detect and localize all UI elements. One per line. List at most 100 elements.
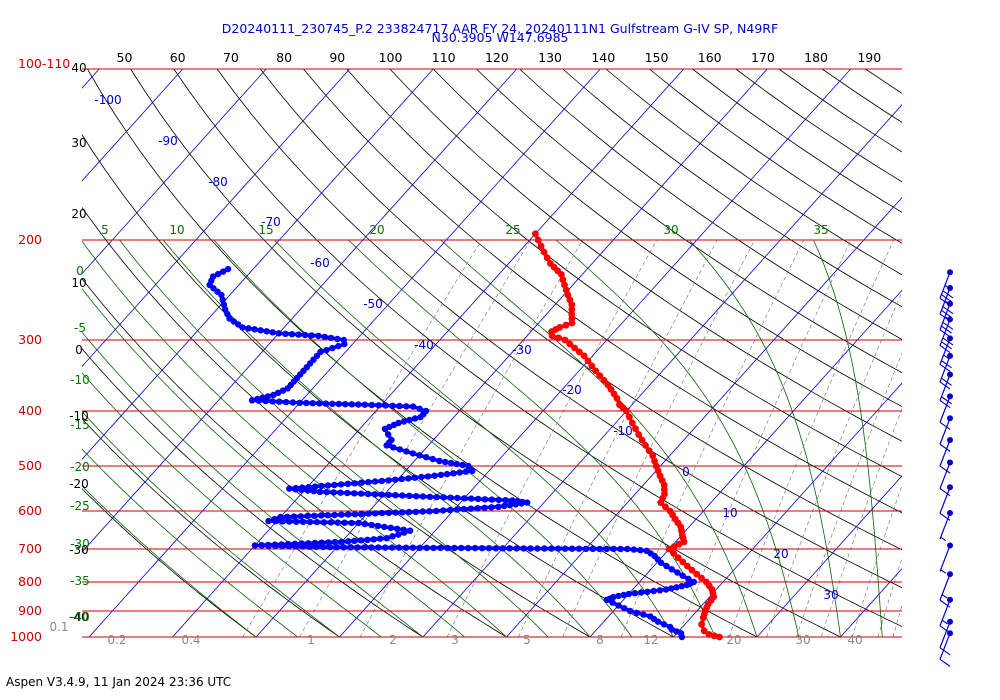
dewpoint-point	[361, 520, 369, 528]
dewpoint-point	[467, 505, 474, 512]
top-axis-label: 100	[379, 50, 403, 65]
dewpoint-point	[299, 518, 307, 525]
pressure-label: 300	[18, 332, 42, 347]
dry-adiabat-line	[130, 68, 841, 638]
dewpoint-point	[306, 518, 314, 526]
moist-adiabat-line	[555, 239, 800, 638]
dewpoint-series	[206, 265, 697, 641]
mixing-ratio-label: 1	[307, 633, 315, 647]
dewpoint-point	[422, 407, 430, 415]
dewpoint-point	[555, 545, 562, 552]
dewpoint-point	[481, 496, 489, 503]
pressure-label: 500	[18, 458, 42, 473]
temperature-point	[679, 558, 687, 566]
dewpoint-point	[361, 544, 368, 551]
temperature-point	[600, 376, 608, 384]
mixing-ratio-line	[562, 239, 755, 638]
dewpoint-point	[610, 545, 617, 553]
wind-barb-flag	[943, 354, 949, 360]
dewpoint-point	[344, 538, 352, 545]
dewpoint-point	[311, 512, 318, 519]
dewpoint-point	[465, 462, 472, 470]
dewpoint-point	[358, 490, 365, 497]
dewpoint-point	[436, 457, 443, 465]
dewpoint-point	[305, 483, 312, 491]
dewpoint-point	[324, 482, 332, 489]
mixing-ratio-line	[242, 239, 483, 638]
dewpoint-point	[520, 545, 527, 552]
temperature-point	[555, 334, 562, 342]
dewpoint-point	[308, 332, 315, 339]
top-axis-label: 90	[329, 50, 345, 65]
temperature-point	[698, 574, 705, 582]
top-axis-label: 80	[276, 50, 292, 65]
dewpoint-point	[341, 519, 348, 526]
theta-label: 30	[71, 136, 86, 150]
dewpoint-point	[354, 544, 361, 551]
wind-barb-flag	[940, 569, 947, 574]
dewpoint-point	[338, 538, 345, 546]
dewpoint-point	[383, 535, 390, 542]
temperature-point	[561, 336, 569, 344]
mixing-ratio-line	[892, 604, 902, 638]
dewpoint-point	[431, 472, 438, 479]
dewpoint-point	[351, 490, 358, 497]
isobars	[82, 68, 902, 638]
temperature-point	[642, 442, 649, 449]
dewpoint-point	[285, 540, 292, 548]
temperature-point	[670, 549, 677, 557]
wind-barb-staff	[939, 573, 951, 601]
dewpoint-point	[411, 415, 419, 422]
top-axis-label: 190	[857, 50, 881, 65]
dewpoint-point	[439, 507, 447, 514]
dewpoint-point	[334, 519, 341, 526]
dry-adiabat-line	[216, 68, 902, 589]
dewpoint-point	[690, 578, 697, 586]
moist-adiabats	[82, 239, 883, 638]
mixing-ratio-label: 2	[389, 633, 397, 647]
isotherm-line	[840, 568, 902, 638]
dewpoint-point	[527, 545, 534, 552]
dewpoint-point	[416, 405, 423, 412]
dewpoint-point	[621, 605, 628, 612]
dewpoint-point	[385, 477, 392, 484]
dry-adiabat-line	[82, 206, 591, 638]
mixing-ratio-line	[796, 352, 902, 638]
wind-barb	[939, 371, 953, 409]
moist-label: 0	[76, 264, 84, 278]
moist-label: -5	[74, 321, 86, 335]
dewpoint-point	[220, 301, 228, 308]
dewpoint-point	[351, 480, 358, 487]
dry-adiabat-line	[821, 68, 902, 123]
temperature-point	[688, 566, 696, 574]
wind-barb	[939, 571, 953, 608]
top-axis-label: 170	[751, 50, 775, 65]
dewpoint-point	[333, 544, 340, 551]
temperature-point	[534, 236, 542, 244]
dewpoint-point	[395, 531, 402, 538]
dewpoint-point	[440, 494, 447, 501]
moist-label: -40	[70, 610, 90, 624]
moist-adiabat-line	[813, 239, 883, 638]
dewpoint-point	[582, 545, 590, 552]
wind-barb-flag	[940, 536, 947, 542]
dewpoint-point	[327, 334, 335, 342]
dewpoint-point	[331, 538, 339, 546]
dewpoint-point	[400, 418, 408, 425]
isotherm-line	[82, 68, 183, 182]
dewpoint-point	[506, 545, 513, 552]
dewpoint-point	[413, 493, 420, 500]
isotherm-line	[673, 382, 902, 638]
wind-barb-flag	[941, 619, 948, 625]
wind-barb-flag	[942, 337, 954, 346]
dry-adiabat-line	[519, 68, 902, 340]
dewpoint-point	[685, 575, 692, 582]
dewpoint-point	[626, 607, 634, 615]
moist-top-label: 30	[663, 223, 678, 237]
dewpoint-point	[465, 544, 472, 552]
wind-barb-flag	[939, 599, 951, 608]
dewpoint-point	[474, 495, 482, 503]
dewpoint-point	[265, 517, 272, 525]
dewpoint-point	[406, 527, 414, 534]
dewpoint-point	[351, 537, 358, 544]
